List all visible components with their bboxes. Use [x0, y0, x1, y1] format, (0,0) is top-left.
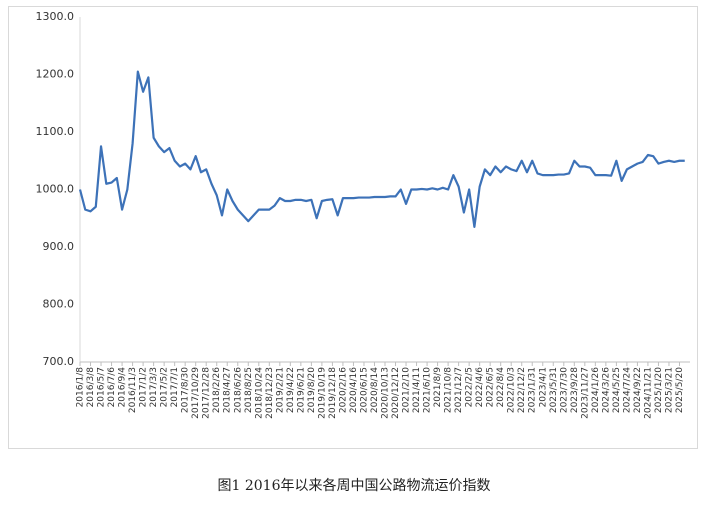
x-tick-label: 2017/5/2	[160, 367, 170, 407]
x-tick-label: 2019/12/18	[328, 367, 338, 419]
y-tick-label: 1200.0	[36, 68, 75, 81]
x-tick-label: 2016/9/4	[118, 367, 128, 408]
x-tick-label: 2016/3/8	[86, 367, 96, 408]
x-tick-label: 2020/6/15	[359, 367, 369, 413]
x-tick-label: 2020/8/14	[370, 367, 380, 413]
y-tick-label: 1000.0	[36, 183, 75, 196]
x-tick-label: 2023/7/30	[559, 367, 569, 413]
x-tick-label: 2025/5/20	[675, 367, 685, 413]
x-tick-label: 2017/10/29	[191, 367, 201, 419]
x-tick-label: 2017/3/3	[149, 367, 159, 407]
x-tick-label: 2022/2/5	[465, 367, 475, 407]
x-tick-label: 2024/5/25	[612, 367, 622, 413]
x-tick-label: 2021/4/11	[412, 367, 422, 413]
x-tick-label: 2018/6/26	[233, 367, 243, 413]
x-tick-label: 2022/12/2	[517, 367, 527, 413]
x-tick-label: 2016/1/8	[76, 367, 86, 408]
x-tick-label: 2023/1/31	[528, 367, 538, 413]
y-tick-label: 900.0	[43, 240, 75, 253]
x-tick-label: 2017/12/28	[202, 367, 212, 419]
caption: 图1 2016年以来各周中国公路物流运价指数	[218, 478, 491, 494]
x-tick-label: 2020/4/16	[349, 367, 359, 413]
x-tick-label: 2024/1/26	[591, 367, 601, 413]
y-tick-label: 1100.0	[36, 125, 75, 138]
x-tick-label: 2019/2/21	[275, 367, 285, 413]
x-tick-label: 2021/2/10	[402, 367, 412, 413]
x-tick-label: 2021/12/7	[454, 367, 464, 413]
x-tick-label: 2017/7/1	[170, 367, 180, 407]
x-tick-label: 2018/8/25	[244, 367, 254, 413]
x-tick-label: 2023/5/31	[549, 367, 559, 413]
x-tick-label: 2018/12/23	[265, 367, 275, 419]
x-tick-label: 2020/2/16	[338, 367, 348, 413]
x-tick-label: 2021/6/10	[423, 367, 433, 413]
x-tick-label: 2022/10/3	[507, 367, 517, 413]
x-tick-label: 2025/1/20	[654, 367, 664, 413]
x-tick-label: 2022/6/5	[486, 367, 496, 407]
x-tick-label: 2024/9/22	[633, 367, 643, 413]
x-tick-label: 2022/8/4	[496, 367, 506, 408]
x-tick-label: 2024/7/24	[622, 367, 632, 413]
y-tick-label: 1300.0	[36, 10, 75, 23]
x-tick-label: 2016/11/3	[128, 367, 138, 413]
x-tick-label: 2020/10/13	[381, 367, 391, 419]
x-tick-label: 2023/4/1	[538, 367, 548, 407]
y-tick-label: 800.0	[43, 298, 75, 311]
x-tick-label: 2023/11/27	[580, 367, 590, 419]
chart-frame	[8, 6, 698, 449]
line-series	[78, 70, 685, 228]
x-tick-label: 2021/8/9	[433, 367, 443, 408]
x-tick-label: 2019/4/22	[286, 367, 296, 413]
x-tick-label: 2021/10/8	[444, 367, 454, 413]
x-tick-label: 2018/4/27	[223, 367, 233, 413]
x-tick-label: 2019/8/20	[307, 367, 317, 413]
x-tick-label: 2020/12/12	[391, 367, 401, 419]
x-tick-label: 2018/2/26	[212, 367, 222, 413]
x-tick-label: 2018/10/24	[254, 367, 264, 419]
x-tick-label: 2017/1/2	[139, 367, 149, 407]
x-tick-label: 2019/10/19	[317, 367, 327, 419]
x-tick-label: 2019/6/21	[296, 367, 306, 413]
y-tick-label: 700.0	[43, 355, 75, 368]
x-tick-label: 2022/4/6	[475, 367, 485, 408]
x-tick-label: 2016/5/7	[97, 367, 107, 407]
x-tick-label: 2017/8/30	[181, 367, 191, 413]
x-tick-label: 2016/7/6	[107, 367, 117, 408]
x-tick-label: 2025/3/21	[664, 367, 674, 413]
x-tick-label: 2023/9/28	[570, 367, 580, 413]
x-tick-label: 2024/3/26	[601, 367, 611, 413]
x-tick-label: 2024/11/21	[643, 367, 653, 419]
